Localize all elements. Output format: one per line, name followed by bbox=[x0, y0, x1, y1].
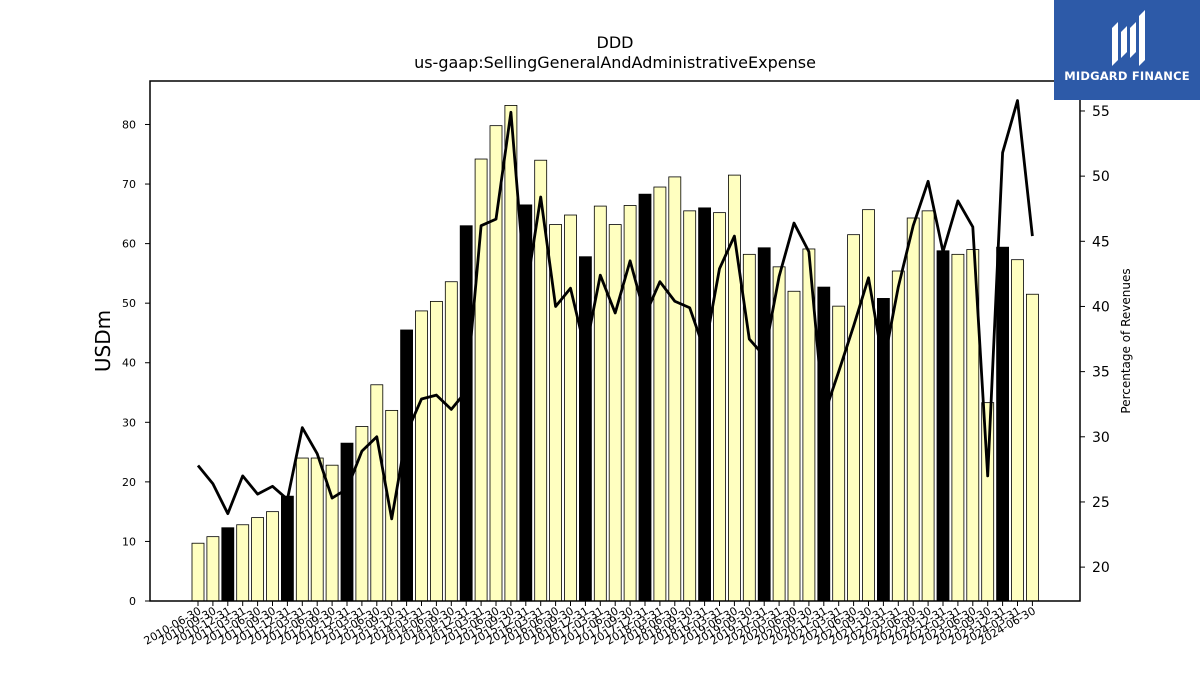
y2-tick-label: 35 bbox=[1092, 365, 1110, 381]
bar bbox=[891, 270, 905, 602]
bar bbox=[772, 266, 786, 602]
y2-tick-label: 55 bbox=[1092, 104, 1110, 120]
y-tick-label: 50 bbox=[122, 297, 136, 310]
bar bbox=[400, 329, 414, 602]
y2-tick-label: 45 bbox=[1092, 234, 1110, 250]
y-axis-label: USDm bbox=[91, 310, 115, 372]
bar bbox=[817, 286, 831, 602]
bars-group bbox=[191, 105, 1039, 602]
bar bbox=[415, 310, 428, 602]
bar bbox=[236, 524, 250, 602]
y-tick-label: 0 bbox=[129, 595, 136, 608]
bar bbox=[280, 495, 294, 602]
y-tick-label: 30 bbox=[122, 416, 136, 429]
bar bbox=[757, 247, 771, 602]
y2-axis-ticks: 20 25 30 35 40 45 50 55 bbox=[1080, 104, 1110, 576]
logo-text: MIDGARD FINANCE bbox=[1064, 69, 1190, 83]
y-tick-label: 10 bbox=[122, 535, 136, 548]
bar bbox=[266, 511, 279, 602]
bar bbox=[593, 205, 607, 602]
bar bbox=[653, 186, 667, 602]
y2-axis-label: Percentage of Revenues bbox=[1119, 268, 1133, 413]
y-tick-label: 70 bbox=[122, 178, 136, 191]
bar bbox=[579, 256, 592, 602]
bar bbox=[847, 234, 860, 602]
y-axis-ticks: 0 10 20 30 40 50 60 70 80 bbox=[122, 118, 150, 608]
y2-tick-label: 50 bbox=[1092, 169, 1110, 185]
bar bbox=[310, 457, 324, 602]
bar bbox=[191, 542, 205, 602]
bar bbox=[683, 210, 697, 602]
bar bbox=[370, 384, 384, 602]
midgard-logo-icon bbox=[1112, 10, 1145, 66]
plot-frame bbox=[149, 80, 1081, 602]
bar bbox=[251, 517, 265, 602]
bar bbox=[564, 214, 577, 602]
bar bbox=[444, 281, 458, 602]
midgard-finance-logo: MIDGARD FINANCE bbox=[1054, 0, 1200, 100]
bar bbox=[698, 207, 711, 602]
bar bbox=[1026, 293, 1039, 602]
bar bbox=[385, 409, 399, 602]
bar bbox=[832, 305, 846, 602]
y2-tick-label: 25 bbox=[1092, 495, 1110, 511]
bar bbox=[340, 442, 354, 602]
bar bbox=[951, 253, 965, 602]
bar bbox=[981, 402, 995, 602]
y-tick-label: 40 bbox=[122, 357, 136, 370]
x-axis-ticks: 2010-06-302010-09-302010-12-312011-03-31… bbox=[142, 601, 1038, 648]
bar bbox=[429, 300, 443, 602]
bar bbox=[1011, 259, 1024, 602]
bar bbox=[906, 217, 920, 602]
line-group bbox=[196, 99, 1034, 521]
bar bbox=[608, 224, 622, 602]
bar bbox=[221, 527, 235, 602]
bar bbox=[921, 210, 935, 602]
chart-title: DDD bbox=[597, 33, 634, 52]
y2-tick-label: 30 bbox=[1092, 430, 1110, 446]
bar bbox=[996, 246, 1009, 602]
y-tick-label: 20 bbox=[122, 476, 136, 489]
bar bbox=[295, 457, 309, 602]
bar bbox=[787, 290, 801, 602]
series-line bbox=[196, 99, 1034, 521]
y-tick-label: 80 bbox=[122, 118, 136, 131]
bar bbox=[936, 250, 950, 602]
bar bbox=[638, 193, 652, 602]
bar bbox=[206, 536, 220, 602]
chart-subtitle: us-gaap:SellingGeneralAndAdministrativeE… bbox=[414, 53, 816, 72]
y2-tick-label: 20 bbox=[1092, 560, 1110, 576]
y-tick-label: 60 bbox=[122, 238, 136, 251]
y2-tick-label: 40 bbox=[1092, 299, 1110, 315]
bar bbox=[459, 225, 473, 602]
bar bbox=[862, 209, 875, 602]
bar bbox=[668, 176, 682, 602]
